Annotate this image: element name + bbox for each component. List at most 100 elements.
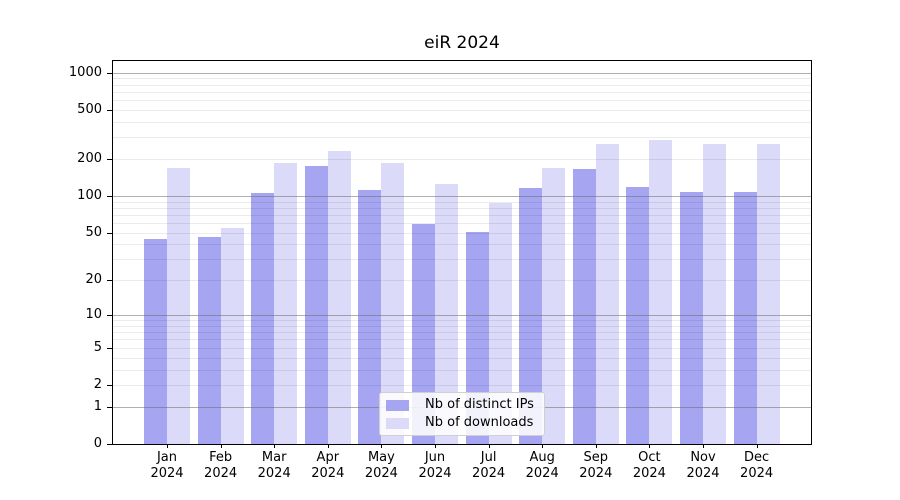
x-tick-month: May <box>367 450 395 465</box>
bar-downloads-nov <box>703 144 726 444</box>
y-tick-mark <box>107 384 112 386</box>
x-tick-year: 2024 <box>472 466 506 481</box>
x-tick-year: 2024 <box>686 466 720 481</box>
x-tick-year: 2024 <box>364 466 398 481</box>
y-tick-label: 50 <box>85 224 102 240</box>
gridline-minor <box>113 332 811 334</box>
gridline-minor <box>113 369 811 371</box>
gridline-minor <box>113 325 811 327</box>
x-tick-year: 2024 <box>418 466 452 481</box>
x-tick-year: 2024 <box>311 466 345 481</box>
bar-ips-jun <box>412 223 435 444</box>
bar-downloads-jan <box>167 168 190 444</box>
plot-area <box>112 60 812 445</box>
x-tick-label-jun: Jun 2024 <box>403 450 467 482</box>
x-tick-mark <box>274 444 276 448</box>
chart-title: eiR 2024 <box>424 33 500 53</box>
x-tick-month: Oct <box>638 450 661 465</box>
gridline-major <box>113 195 811 197</box>
x-tick-year: 2024 <box>204 466 238 481</box>
bar-ips-jul <box>465 231 489 444</box>
bar-ips-feb <box>197 237 221 444</box>
y-tick-label: 10 <box>85 307 102 323</box>
y-tick-mark <box>107 158 112 160</box>
gridline-minor <box>113 339 811 341</box>
bar-downloads-dec <box>756 143 780 444</box>
legend-label-downloads: Nb of downloads <box>425 415 534 430</box>
x-tick-mark <box>488 444 490 448</box>
bar-downloads-mar <box>274 163 298 444</box>
legend-label-distinct-ips: Nb of distinct IPs <box>425 397 534 412</box>
x-tick-label-jul: Jul 2024 <box>457 450 521 482</box>
y-tick-label: 5 <box>93 339 102 355</box>
bar-ips-jan <box>144 239 167 444</box>
gridline-minor <box>113 244 811 246</box>
x-tick-label-mar: Mar 2024 <box>242 450 306 482</box>
x-tick-month: Jul <box>480 450 497 465</box>
gridline-minor <box>113 78 811 80</box>
x-tick-mark <box>327 444 329 448</box>
gridline-minor <box>113 259 811 261</box>
legend-item-downloads: Nb of downloads <box>386 416 534 430</box>
x-tick-month: Dec <box>744 450 770 465</box>
x-tick-mark <box>595 444 597 448</box>
y-tick-mark <box>107 315 112 317</box>
bar-ips-may <box>358 190 382 444</box>
gridline-minor <box>113 347 811 349</box>
y-tick-mark <box>107 280 112 282</box>
gridline-minor <box>113 320 811 322</box>
x-tick-year: 2024 <box>525 466 559 481</box>
bar-ips-apr <box>304 166 328 444</box>
x-tick-month: Apr <box>316 450 340 465</box>
x-tick-month: Aug <box>529 450 555 465</box>
x-tick-label-feb: Feb 2024 <box>189 450 253 482</box>
legend-swatch-downloads <box>386 417 409 429</box>
x-tick-label-apr: Apr 2024 <box>296 450 360 482</box>
x-tick-label-nov: Nov 2024 <box>671 450 735 482</box>
y-tick-label: 1 <box>93 398 102 414</box>
y-tick-mark <box>107 347 112 349</box>
x-tick-label-jan: Jan 2024 <box>135 450 199 482</box>
bar-downloads-may <box>381 162 405 444</box>
legend: Nb of distinct IPs Nb of downloads <box>379 392 545 436</box>
bar-downloads-jun <box>435 183 458 444</box>
gridline-minor <box>113 223 811 224</box>
gridline-minor <box>113 109 811 111</box>
bar-ips-sep <box>572 168 596 444</box>
x-tick-month: Mar <box>261 450 287 465</box>
x-tick-month: Jan <box>156 450 178 465</box>
grid-layer <box>113 61 811 444</box>
y-tick-mark <box>107 406 112 408</box>
bar-ips-nov <box>680 191 703 444</box>
x-tick-mark <box>381 444 383 448</box>
x-tick-label-may: May 2024 <box>349 450 413 482</box>
x-tick-year: 2024 <box>740 466 774 481</box>
legend-swatch-distinct-ips <box>386 399 409 411</box>
gridline-minor <box>113 280 811 282</box>
x-tick-label-aug: Aug 2024 <box>510 450 574 482</box>
x-tick-label-oct: Oct 2024 <box>617 450 681 482</box>
x-tick-month: Jun <box>424 450 446 465</box>
x-tick-mark <box>703 444 704 448</box>
bars-layer <box>113 61 811 444</box>
bar-downloads-oct <box>649 139 673 444</box>
y-tick-mark <box>107 444 112 445</box>
x-tick-month: Nov <box>690 450 716 465</box>
y-tick-label: 500 <box>77 101 102 117</box>
x-tick-label-sep: Sep 2024 <box>564 450 628 482</box>
gridline-major <box>113 72 811 74</box>
bar-downloads-feb <box>220 227 244 444</box>
x-tick-label-dec: Dec 2024 <box>725 450 789 482</box>
x-tick-month: Sep <box>583 450 609 465</box>
gridline-minor <box>113 84 811 86</box>
y-tick-label: 20 <box>85 272 102 288</box>
x-tick-year: 2024 <box>257 466 291 481</box>
x-tick-mark <box>542 444 544 448</box>
x-tick-month: Feb <box>209 450 233 465</box>
gridline-minor <box>113 137 811 139</box>
x-tick-year: 2024 <box>150 466 184 481</box>
x-tick-mark <box>649 444 651 448</box>
bar-downloads-aug <box>542 167 566 444</box>
x-tick-mark <box>756 444 758 448</box>
gridline-minor <box>113 158 811 160</box>
